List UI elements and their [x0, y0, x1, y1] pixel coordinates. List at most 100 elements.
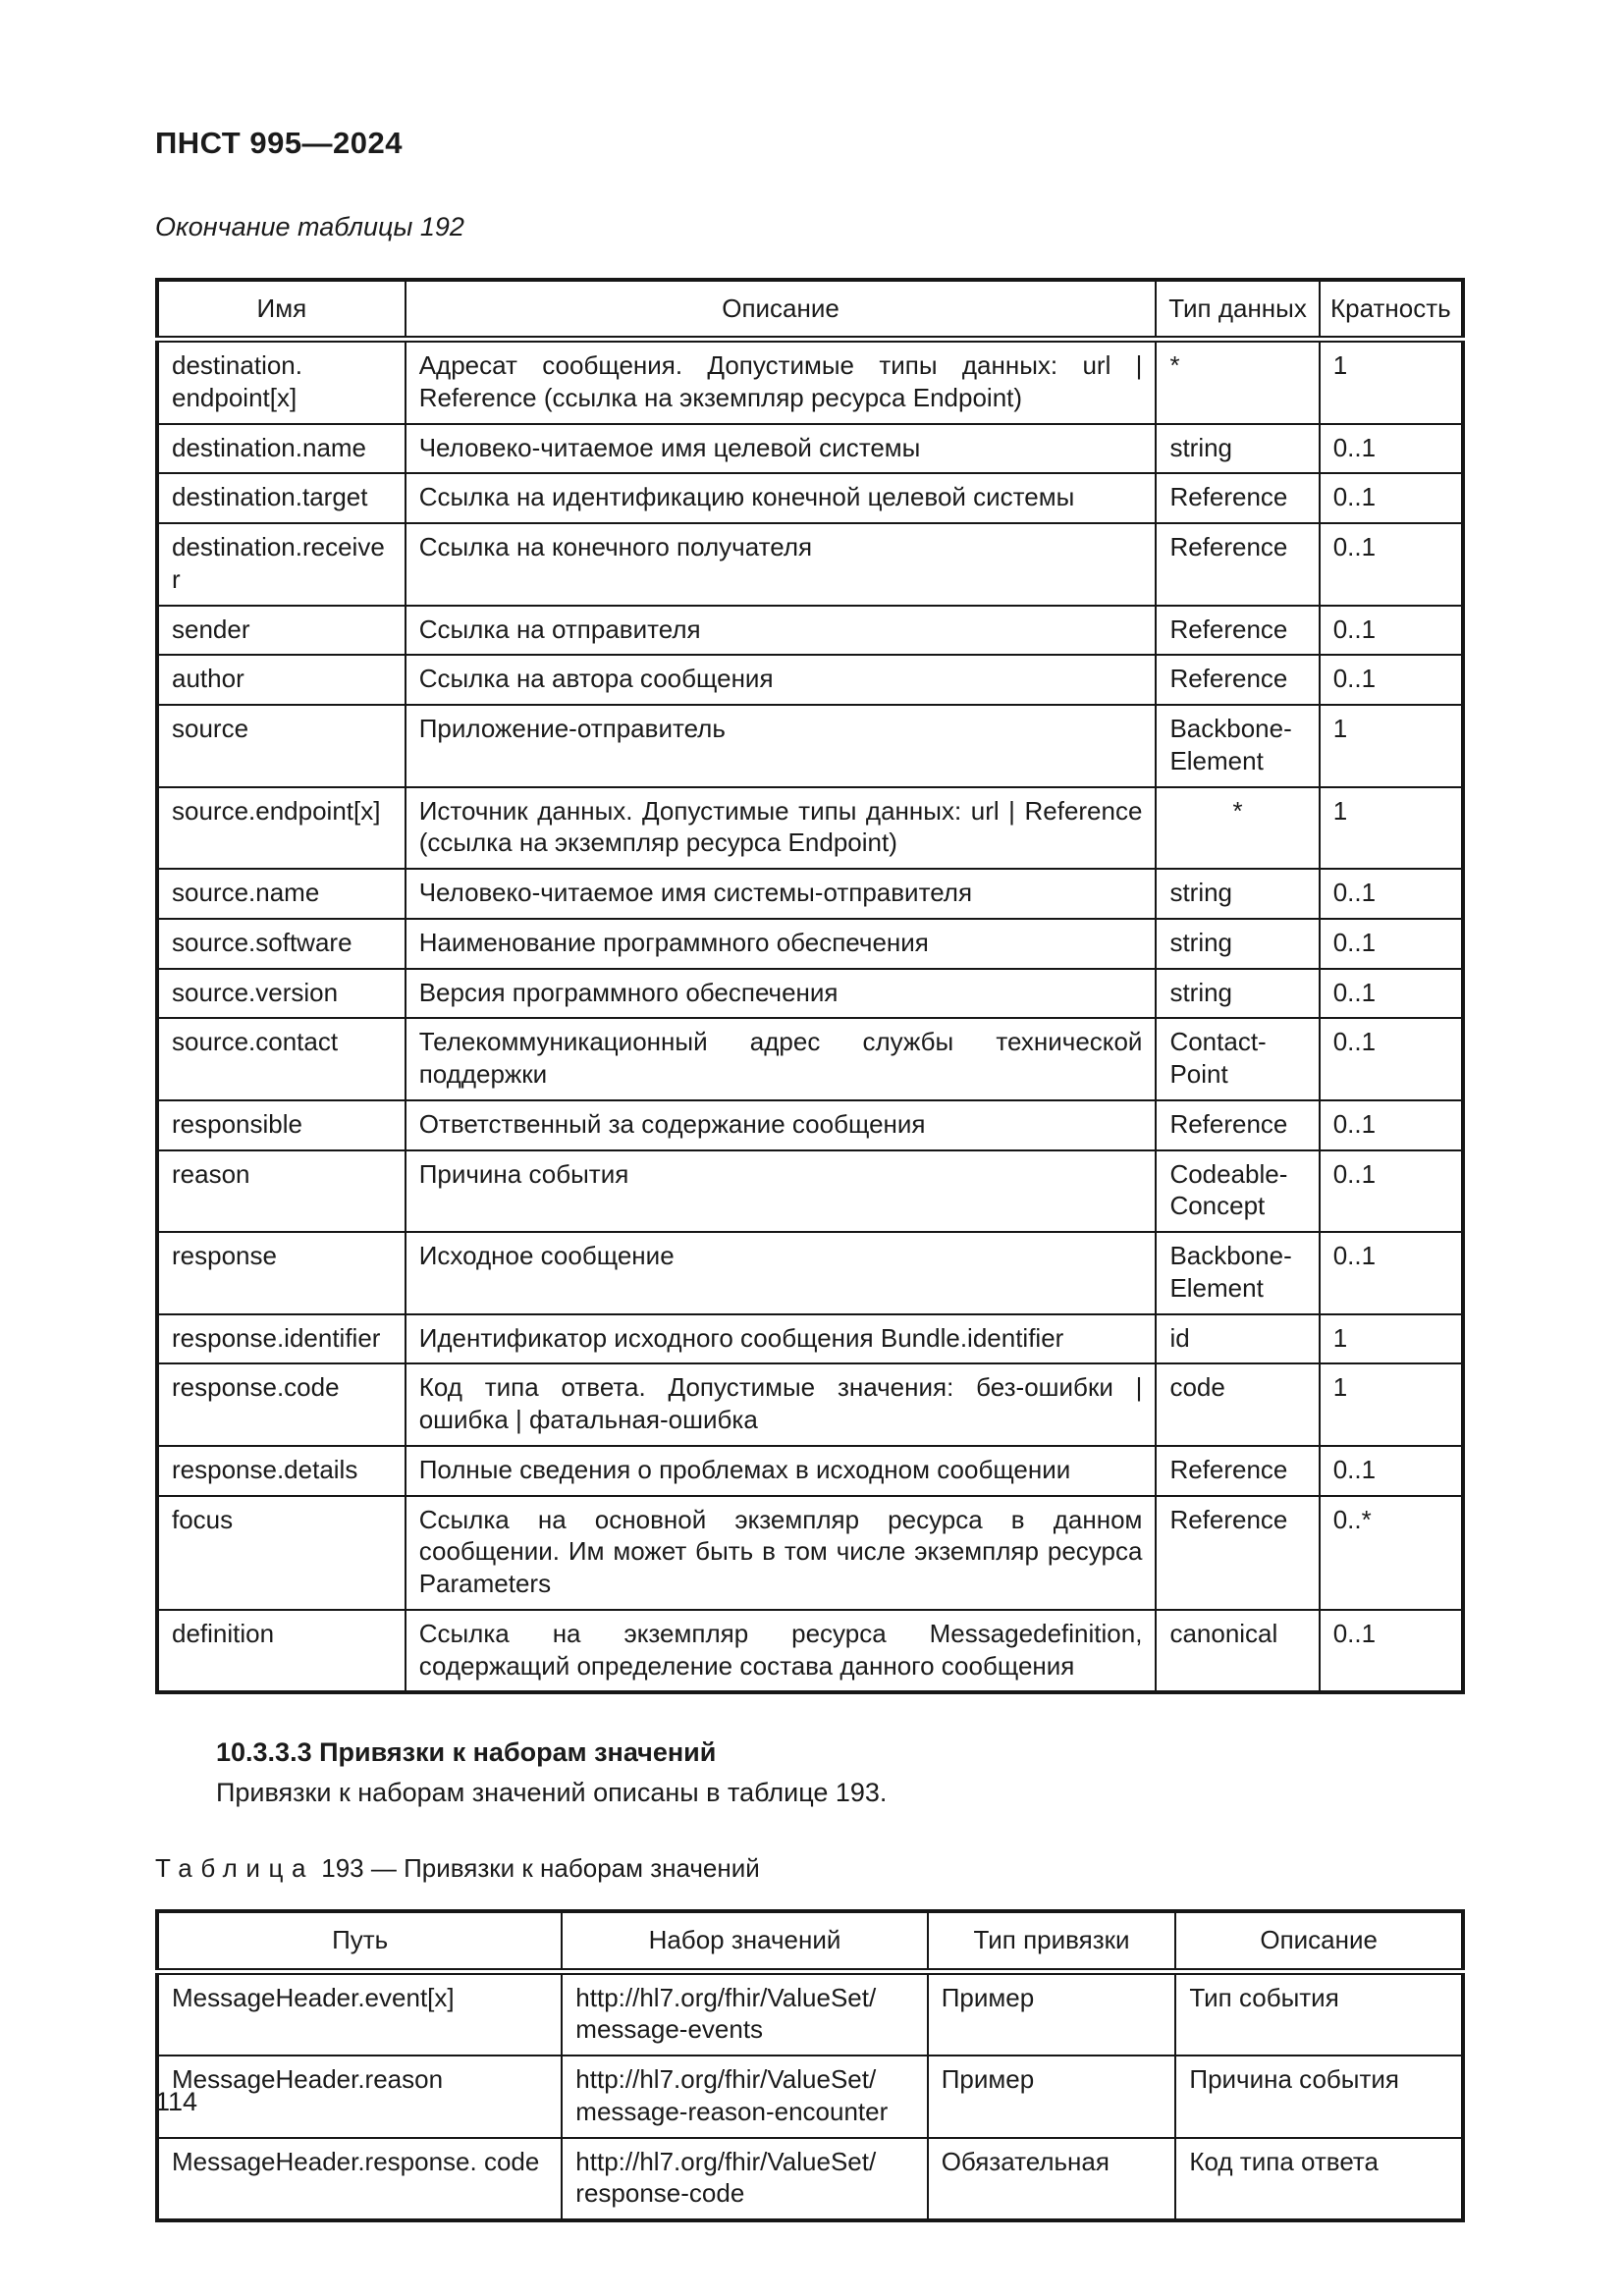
field-name-cell: definition: [156, 1608, 406, 1694]
table-caption-dash: —: [370, 1853, 397, 1884]
field-desc-cell: Ссылка на идентификацию конечной целевой…: [404, 472, 1158, 525]
field-cardinality-cell: 0..1: [1318, 1017, 1465, 1101]
field-desc-cell: Человеко-читаемое имя системы-отправител…: [404, 868, 1158, 920]
col-header-description: Описание: [1174, 1910, 1464, 1975]
field-type-cell: Reference: [1155, 522, 1321, 607]
field-desc-cell: Ссылка на экземпляр ресурса Messagedefin…: [404, 1608, 1158, 1694]
field-name-cell: reason: [156, 1148, 406, 1234]
field-name-cell: focus: [156, 1494, 406, 1611]
field-cardinality-cell: 1: [1318, 785, 1465, 871]
field-name-cell: source.endpoint[x]: [156, 785, 406, 871]
table-row: response.code Код типа ответа. Допустимы…: [156, 1362, 1465, 1447]
field-cardinality-cell: 0..*: [1318, 1494, 1465, 1611]
table193-caption: Таблица 193 — Привязки к наборам значени…: [155, 1853, 1467, 1884]
binding-desc-cell: Код типа ответа: [1174, 2136, 1464, 2222]
page-number: 114: [155, 2087, 198, 2116]
field-desc-cell: Приложение-отправитель: [404, 704, 1158, 788]
field-desc-cell: Ссылка на автора сообщения: [404, 654, 1158, 707]
table-row: author Ссылка на автора сообщения Refere…: [156, 654, 1465, 707]
field-cardinality-cell: 0..1: [1318, 917, 1465, 970]
table-row: source.software Наименование программног…: [156, 917, 1465, 970]
field-desc-cell: Человеко-читаемое имя целевой системы: [404, 422, 1158, 475]
fields-table: Имя Описание Тип данных Кратность destin…: [155, 278, 1465, 1695]
field-name-cell: response: [156, 1231, 406, 1315]
field-cardinality-cell: 0..1: [1318, 868, 1465, 920]
table-row: source.contact Телекоммуникационный адре…: [156, 1017, 1465, 1101]
bindings-table-body: MessageHeader.event[x] http://hl7.org/fh…: [155, 1970, 1464, 2222]
binding-path-cell: MessageHeader.event[x]: [155, 1970, 564, 2057]
field-desc-cell: Ссылка на основной экземпляр ресурса в д…: [404, 1494, 1158, 1611]
field-type-cell: Codeable-Concept: [1155, 1148, 1321, 1234]
field-name-cell: destination.target: [156, 472, 406, 525]
field-type-cell: Backbone-Element: [1155, 1231, 1321, 1315]
field-type-cell: Backbone-Element: [1155, 704, 1321, 788]
table-row: destination.name Человеко-читаемое имя ц…: [156, 422, 1465, 475]
field-name-cell: response.identifier: [156, 1312, 406, 1365]
col-header-binding-type: Тип привязки: [926, 1910, 1177, 1975]
table-caption-label: Таблица: [155, 1853, 315, 1884]
binding-valueset-cell: http://hl7.org/fhir/ValueSet/ response-c…: [561, 2136, 929, 2222]
field-type-cell: string: [1155, 868, 1321, 920]
table-row: reason Причина события Codeable-Concept …: [156, 1148, 1465, 1234]
field-type-cell: Contact-Point: [1155, 1017, 1321, 1101]
table-row: sender Ссылка на отправителя Reference 0…: [156, 604, 1465, 657]
field-name-cell: response.details: [156, 1444, 406, 1497]
table-row: destination. endpoint[x] Адресат сообщен…: [156, 338, 1465, 425]
field-cardinality-cell: 1: [1318, 704, 1465, 788]
col-header-description: Описание: [404, 279, 1158, 344]
field-cardinality-cell: 0..1: [1318, 1608, 1465, 1694]
field-type-cell: id: [1155, 1312, 1321, 1365]
page-content: ПНСТ 995—2024 Окончание таблицы 192 Имя …: [155, 126, 1467, 2223]
field-name-cell: response.code: [156, 1362, 406, 1447]
field-name-cell: destination. endpoint[x]: [156, 338, 406, 425]
field-type-cell: Reference: [1155, 654, 1321, 707]
field-type-cell: Reference: [1155, 472, 1321, 525]
field-name-cell: source.software: [156, 917, 406, 970]
field-type-cell: string: [1155, 967, 1321, 1020]
binding-type-cell: Обязательная: [926, 2136, 1177, 2222]
table-row: definition Ссылка на экземпляр ресурса M…: [156, 1608, 1465, 1694]
col-header-cardinality: Кратность: [1318, 279, 1465, 344]
field-desc-cell: Телекоммуникационный адрес службы технич…: [404, 1017, 1158, 1101]
col-header-valueset: Набор значений: [561, 1910, 929, 1975]
field-type-cell: canonical: [1155, 1608, 1321, 1694]
field-desc-cell: Источник данных. Допустимые типы данных:…: [404, 785, 1158, 871]
field-cardinality-cell: 0..1: [1318, 472, 1465, 525]
binding-desc-cell: Тип события: [1174, 1970, 1464, 2057]
field-name-cell: author: [156, 654, 406, 707]
field-cardinality-cell: 0..1: [1318, 522, 1465, 607]
field-desc-cell: Идентификатор исходного сообщения Bundle…: [404, 1312, 1158, 1365]
table-row: MessageHeader.response. code http://hl7.…: [155, 2136, 1464, 2222]
field-type-cell: Reference: [1155, 1098, 1321, 1151]
table-row: response Исходное сообщение Backbone-Ele…: [156, 1231, 1465, 1315]
field-name-cell: source.version: [156, 967, 406, 1020]
field-type-cell: *: [1155, 338, 1321, 425]
field-type-cell: Reference: [1155, 604, 1321, 657]
header-row: Имя Описание Тип данных Кратность: [156, 279, 1465, 344]
field-cardinality-cell: 0..1: [1318, 1231, 1465, 1315]
fields-table-header: Имя Описание Тип данных Кратность: [156, 279, 1465, 344]
field-name-cell: responsible: [156, 1098, 406, 1151]
field-desc-cell: Ссылка на отправителя: [404, 604, 1158, 657]
table-row: MessageHeader.event[x] http://hl7.org/fh…: [155, 1970, 1464, 2057]
table-row: source.version Версия программного обесп…: [156, 967, 1465, 1020]
field-cardinality-cell: 0..1: [1318, 1148, 1465, 1234]
table-row: source.endpoint[x] Источник данных. Допу…: [156, 785, 1465, 871]
binding-type-cell: Пример: [926, 1970, 1177, 2057]
field-name-cell: source.name: [156, 868, 406, 920]
field-desc-cell: Код типа ответа. Допустимые значения: бе…: [404, 1362, 1158, 1447]
field-type-cell: string: [1155, 422, 1321, 475]
field-desc-cell: Причина события: [404, 1148, 1158, 1234]
field-cardinality-cell: 0..1: [1318, 1098, 1465, 1151]
field-cardinality-cell: 1: [1318, 338, 1465, 425]
fields-table-body: destination. endpoint[x] Адресат сообщен…: [156, 338, 1465, 1694]
table-caption-title: Привязки к наборам значений: [404, 1853, 760, 1884]
field-desc-cell: Ссылка на конечного получателя: [404, 522, 1158, 607]
field-cardinality-cell: 0..1: [1318, 1444, 1465, 1497]
binding-path-cell: MessageHeader.response. code: [155, 2136, 564, 2222]
table-row: destination.receiver Ссылка на конечного…: [156, 522, 1465, 607]
section-paragraph: Привязки к наборам значений описаны в та…: [216, 1778, 888, 1808]
table-row: responsible Ответственный за содержание …: [156, 1098, 1465, 1151]
binding-valueset-cell: http://hl7.org/fhir/ValueSet/ message-ev…: [561, 1970, 929, 2057]
